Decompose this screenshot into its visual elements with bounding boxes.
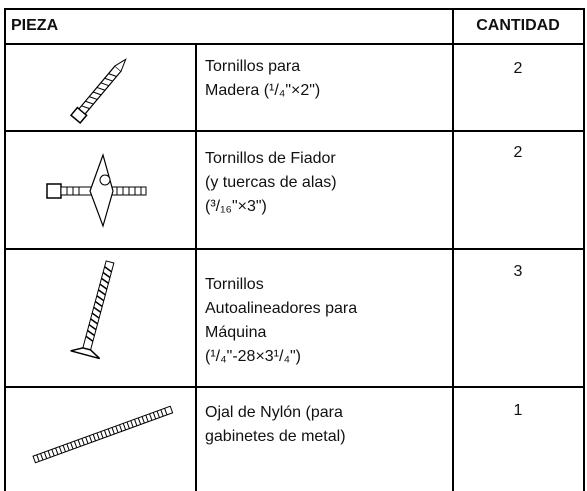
description-line: Autoalineadores para [205, 300, 358, 317]
quantity: 2 [513, 144, 523, 161]
description-line: Tornillos para [205, 58, 301, 75]
border [583, 8, 585, 491]
description-line: Máquina [205, 324, 267, 341]
border [5, 386, 585, 388]
border [5, 248, 585, 250]
description-line: (¹/₄"-28×3¹/₄") [205, 348, 301, 365]
header-pieza: PIEZA [11, 17, 59, 34]
description-line: (³/₁₆"×3") [205, 198, 267, 215]
quantity: 2 [513, 60, 523, 77]
border [5, 43, 585, 45]
border [452, 8, 454, 491]
border [5, 8, 585, 10]
toggle-bolt-icon [46, 153, 147, 228]
description-line: Tornillos de Fiador [205, 150, 336, 167]
quantity: 3 [513, 263, 523, 280]
border [195, 43, 197, 491]
description-line: (y tuercas de alas) [205, 174, 337, 191]
wood-screw-icon [69, 58, 127, 125]
header-cantidad: CANTIDAD [476, 17, 560, 34]
description-line: gabinetes de metal) [205, 428, 346, 445]
nylon-grommet-icon [32, 405, 174, 464]
machine-screw-icon [70, 260, 115, 360]
description-line: Tornillos [205, 276, 264, 293]
border [5, 130, 585, 132]
description-line: Ojal de Nylón (para [205, 404, 343, 421]
border [4, 8, 6, 491]
quantity: 1 [513, 402, 523, 419]
description-line: Madera (¹/₄"×2") [205, 82, 321, 99]
